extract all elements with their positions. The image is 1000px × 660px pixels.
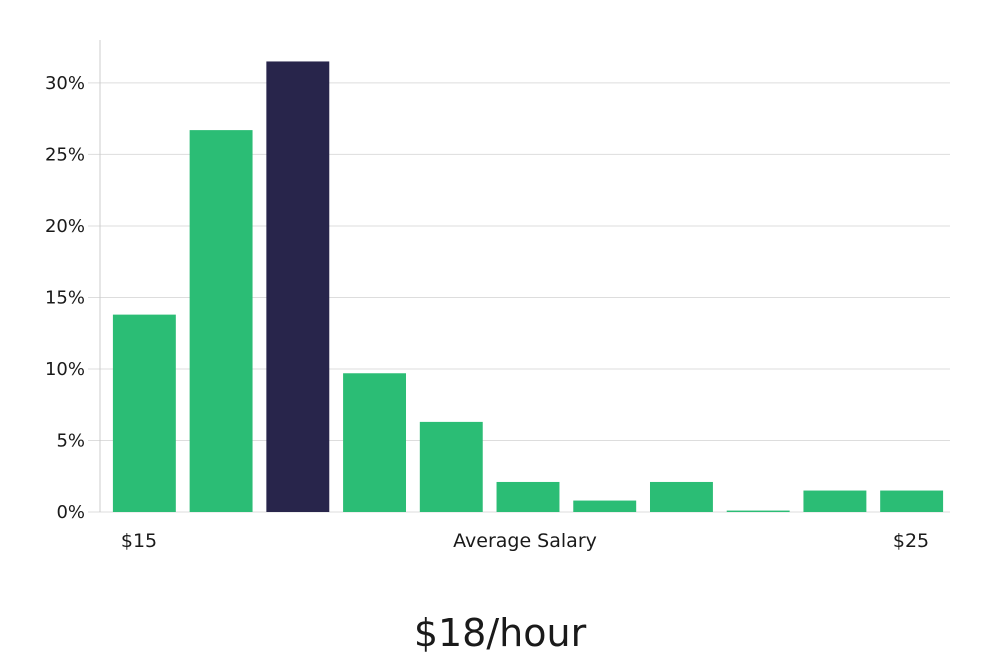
y-tick-label: 20%: [45, 216, 85, 237]
x-axis-title: Average Salary: [453, 530, 597, 552]
y-axis-ticks: 0% 5% 10% 15% 20% 25% 30%: [45, 73, 85, 523]
bar: [649, 481, 713, 512]
bar: [573, 500, 637, 512]
bars: [112, 61, 944, 513]
bar: [496, 481, 560, 512]
average-salary-headline: $18/hour: [413, 611, 587, 655]
bar: [189, 130, 253, 513]
bar: [112, 314, 176, 512]
bar: [343, 373, 407, 512]
y-tick-label: 0%: [56, 502, 85, 523]
bar: [880, 490, 944, 512]
bar: [803, 490, 867, 512]
bar: [419, 421, 483, 512]
bar-highlighted: [266, 61, 330, 513]
y-tick-label: 25%: [45, 144, 85, 165]
x-label-end: $25: [893, 530, 929, 552]
y-tick-label: 15%: [45, 287, 85, 308]
y-tick-label: 30%: [45, 73, 85, 94]
y-tick-label: 10%: [45, 359, 85, 380]
y-tick-label: 5%: [56, 430, 85, 451]
x-label-start: $15: [121, 530, 157, 552]
x-axis-labels: $15 Average Salary $25: [121, 530, 929, 552]
bar: [726, 510, 790, 512]
